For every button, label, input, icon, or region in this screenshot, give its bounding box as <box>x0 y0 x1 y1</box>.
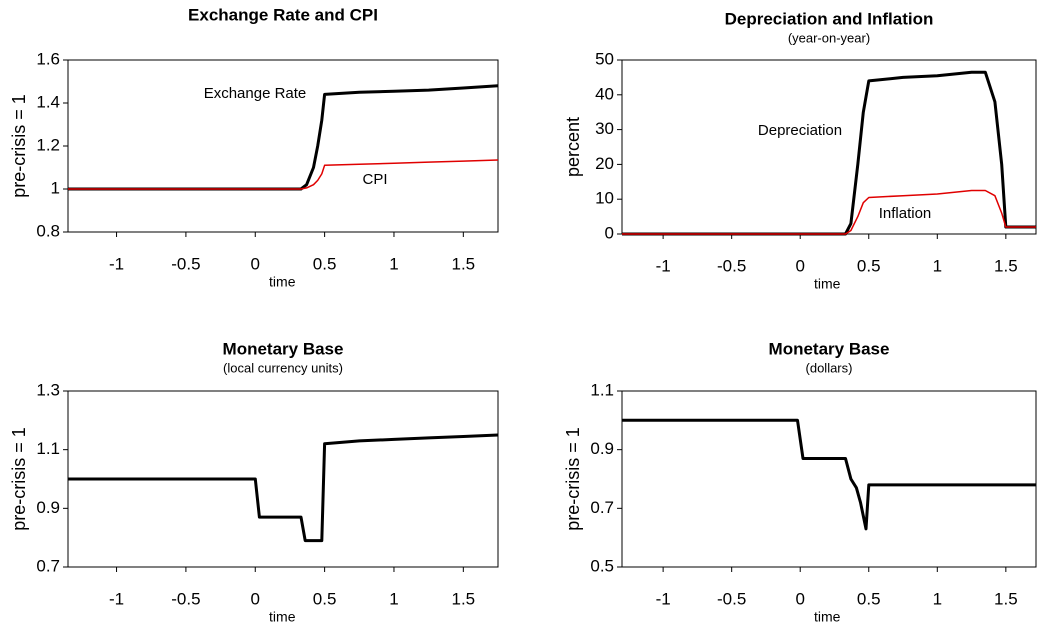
data-line <box>68 84 499 191</box>
x-tick-label: 0.5 <box>313 254 337 273</box>
plot-frame <box>621 390 1037 568</box>
series-label: Exchange Rate <box>204 85 307 102</box>
chart-title: Exchange Rate and CPI <box>188 5 378 24</box>
chart-title: Depreciation and Inflation <box>725 9 934 28</box>
y-tick-label: 40 <box>595 84 614 103</box>
y-tick-label: 50 <box>595 49 614 68</box>
y-axis-label: percent <box>563 117 583 177</box>
y-tick-label: 30 <box>595 119 614 138</box>
x-tick-label: 1.5 <box>452 589 476 608</box>
chart-subtitle: (year-on-year) <box>788 30 870 45</box>
y-tick-label: 1.1 <box>36 439 60 458</box>
plot-frame <box>621 59 1037 235</box>
x-tick-label: -1 <box>109 589 124 608</box>
x-tick-label: 1.5 <box>452 254 476 273</box>
y-tick-label: 10 <box>595 189 614 208</box>
y-tick-label: 0 <box>605 223 614 242</box>
x-tick-label: 0.5 <box>857 256 881 275</box>
x-tick-label: 0 <box>251 254 260 273</box>
x-tick-label: 1.5 <box>994 256 1018 275</box>
x-tick-label: -0.5 <box>717 256 746 275</box>
y-axis-label: pre-crisis = 1 <box>563 427 583 531</box>
x-tick-label: 0 <box>795 256 804 275</box>
y-tick-label: 1.4 <box>36 92 60 111</box>
x-tick-label: -0.5 <box>171 589 200 608</box>
chart-subtitle: (local currency units) <box>223 360 343 375</box>
series-label: CPI <box>362 171 387 188</box>
data-line <box>68 433 499 543</box>
x-tick-label: 1 <box>389 589 398 608</box>
x-axis-label: time <box>269 609 296 624</box>
x-tick-label: 0.5 <box>313 589 337 608</box>
data-line <box>622 189 1036 235</box>
x-tick-label: -0.5 <box>717 589 746 608</box>
y-tick-label: 0.9 <box>36 498 60 517</box>
series-label: Inflation <box>879 205 932 222</box>
y-tick-label: 1.6 <box>36 49 60 68</box>
x-tick-label: -1 <box>109 254 124 273</box>
y-tick-label: 1.3 <box>36 380 60 399</box>
x-tick-label: 0 <box>251 589 260 608</box>
data-line <box>622 70 1036 236</box>
y-tick-label: 20 <box>595 154 614 173</box>
x-tick-label: 1.5 <box>994 589 1018 608</box>
x-tick-label: 0.5 <box>857 589 881 608</box>
x-tick-label: -0.5 <box>171 254 200 273</box>
x-axis-label: time <box>814 276 841 292</box>
chart-title: Monetary Base <box>223 339 344 358</box>
y-tick-label: 0.8 <box>36 221 60 240</box>
y-axis-label: pre-crisis = 1 <box>9 94 29 198</box>
y-tick-label: 0.9 <box>590 439 614 458</box>
x-tick-label: 1 <box>933 256 942 275</box>
data-line <box>622 418 1036 531</box>
chart-subtitle: (dollars) <box>806 360 853 375</box>
x-axis-label: time <box>269 274 296 290</box>
y-axis-label: pre-crisis = 1 <box>9 427 29 531</box>
x-tick-label: -1 <box>656 589 671 608</box>
x-tick-label: -1 <box>656 256 671 275</box>
x-axis-label: time <box>814 609 841 624</box>
y-tick-label: 1 <box>51 178 60 197</box>
y-tick-label: 0.7 <box>36 556 60 575</box>
x-tick-label: 1 <box>933 589 942 608</box>
y-tick-label: 1.2 <box>36 135 60 154</box>
x-tick-label: 0 <box>795 589 804 608</box>
chart-title: Monetary Base <box>769 339 890 358</box>
x-tick-label: 1 <box>389 254 398 273</box>
data-line <box>68 159 499 190</box>
series-label: Depreciation <box>758 122 842 139</box>
y-tick-label: 1.1 <box>590 380 614 399</box>
y-tick-label: 0.5 <box>590 556 614 575</box>
y-tick-label: 0.7 <box>590 498 614 517</box>
